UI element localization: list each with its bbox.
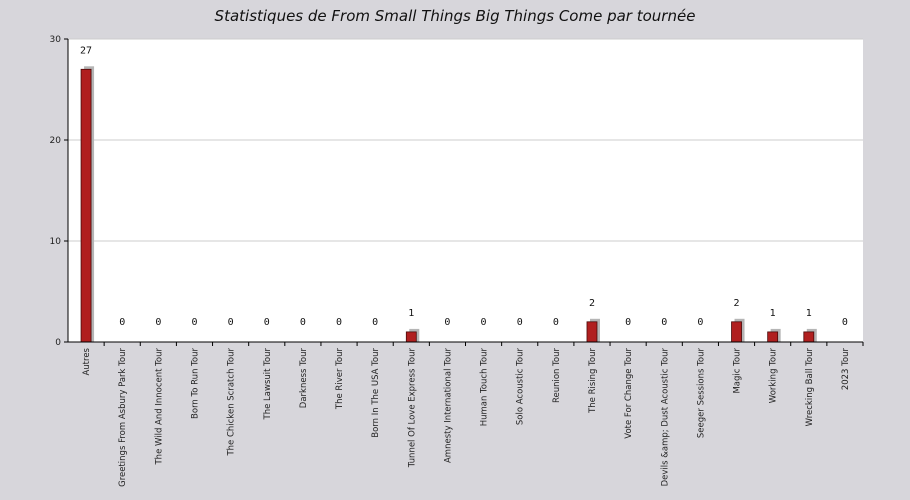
category-label: Magic Tour <box>733 348 743 394</box>
data-label: 1 <box>408 308 414 319</box>
data-label: 27 <box>80 45 92 56</box>
category-label: Working Tour <box>769 347 779 403</box>
gridlines <box>68 38 863 242</box>
data-label: 0 <box>842 317 848 328</box>
category-label: The River Tour <box>335 348 345 411</box>
data-label: 0 <box>517 317 523 328</box>
data-label: 0 <box>155 317 161 328</box>
category-label: The Lawsuit Tour <box>263 347 273 420</box>
category-label: Solo Acoustic Tour <box>516 348 526 426</box>
data-label: 0 <box>228 317 234 328</box>
bar <box>731 321 742 343</box>
data-label: 0 <box>191 317 197 328</box>
category-label: Wrecking Ball Tour <box>805 348 815 427</box>
y-tick-label: 30 <box>50 35 62 45</box>
bar <box>405 331 417 343</box>
category-label: The Rising Tour <box>588 348 598 414</box>
data-label: 0 <box>697 317 703 328</box>
category-label: Vote For Change Tour <box>624 348 634 439</box>
category-label: Seeger Sessions Tour <box>696 348 706 439</box>
axes <box>64 38 864 346</box>
bar <box>767 331 779 343</box>
y-tick-label: 0 <box>55 338 61 348</box>
data-label: 1 <box>770 308 776 319</box>
plot-area <box>68 39 863 342</box>
category-label: Greetings From Asbury Park Tour <box>118 348 128 487</box>
data-label: 0 <box>553 317 559 328</box>
data-label: 0 <box>372 317 378 328</box>
bar <box>586 321 598 343</box>
data-label: 2 <box>734 298 740 309</box>
category-label: Tunnel Of Love Express Tour <box>407 348 417 469</box>
category-label: Born In The USA Tour <box>371 348 381 438</box>
category-label: The Wild And Innocent Tour <box>154 348 164 466</box>
data-label: 0 <box>625 317 631 328</box>
category-label: Amnesty International Tour <box>443 348 453 463</box>
category-label: Reunion Tour <box>552 348 562 404</box>
category-label: Human Touch Tour <box>480 348 490 427</box>
category-label: The Chicken Scratch Tour <box>227 348 237 457</box>
category-label: Darkness Tour <box>299 348 309 409</box>
bars <box>80 66 817 343</box>
chart-title: Statistiques de From Small Things Big Th… <box>215 7 696 25</box>
y-tick-label: 10 <box>50 237 62 247</box>
category-label: Autres <box>82 347 92 375</box>
data-label: 0 <box>336 317 342 328</box>
data-label: 2 <box>589 298 595 309</box>
data-label: 0 <box>264 317 270 328</box>
category-label: 2023 Tour <box>841 348 851 391</box>
data-label: 0 <box>444 317 450 328</box>
data-label: 0 <box>119 317 125 328</box>
category-label: Born To Run Tour <box>190 348 200 419</box>
category-label: Devils &amp; Dust Acoustic Tour <box>660 347 670 486</box>
bar <box>80 68 92 343</box>
data-label: 0 <box>481 317 487 328</box>
data-label: 0 <box>300 317 306 328</box>
data-label: 0 <box>661 317 667 328</box>
y-tick-label: 20 <box>50 136 62 146</box>
bar <box>803 331 815 343</box>
data-label: 1 <box>806 308 812 319</box>
